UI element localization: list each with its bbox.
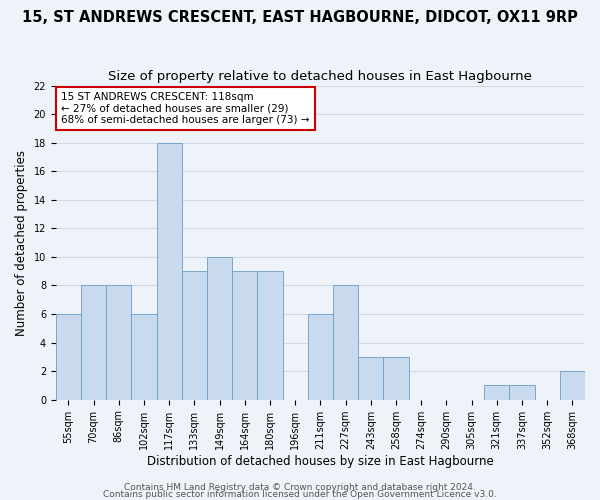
Y-axis label: Number of detached properties: Number of detached properties — [15, 150, 28, 336]
Bar — [509, 386, 535, 400]
Bar — [56, 314, 81, 400]
Bar — [232, 271, 257, 400]
Text: Contains HM Land Registry data © Crown copyright and database right 2024.: Contains HM Land Registry data © Crown c… — [124, 484, 476, 492]
Text: Contains public sector information licensed under the Open Government Licence v3: Contains public sector information licen… — [103, 490, 497, 499]
Bar — [333, 286, 358, 400]
Text: 15, ST ANDREWS CRESCENT, EAST HAGBOURNE, DIDCOT, OX11 9RP: 15, ST ANDREWS CRESCENT, EAST HAGBOURNE,… — [22, 10, 578, 25]
Bar — [131, 314, 157, 400]
X-axis label: Distribution of detached houses by size in East Hagbourne: Distribution of detached houses by size … — [147, 454, 494, 468]
Bar — [484, 386, 509, 400]
Text: 15 ST ANDREWS CRESCENT: 118sqm
← 27% of detached houses are smaller (29)
68% of : 15 ST ANDREWS CRESCENT: 118sqm ← 27% of … — [61, 92, 310, 125]
Bar — [207, 257, 232, 400]
Title: Size of property relative to detached houses in East Hagbourne: Size of property relative to detached ho… — [109, 70, 532, 83]
Bar — [81, 286, 106, 400]
Bar — [182, 271, 207, 400]
Bar — [358, 357, 383, 400]
Bar — [106, 286, 131, 400]
Bar — [560, 371, 585, 400]
Bar — [383, 357, 409, 400]
Bar — [308, 314, 333, 400]
Bar — [257, 271, 283, 400]
Bar — [157, 142, 182, 400]
